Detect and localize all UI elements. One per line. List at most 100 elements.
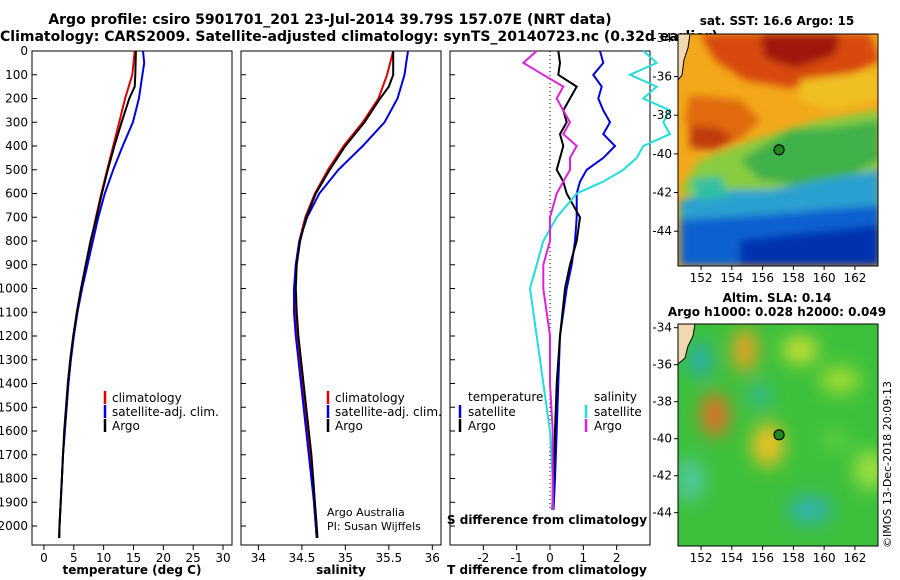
map-lon-label: 158	[782, 551, 805, 565]
credit-argo-australia: Argo Australia	[327, 506, 405, 519]
map-lon-label: 152	[690, 551, 713, 565]
y-tick-label: 1500	[0, 400, 28, 414]
x-tick-label: 25	[186, 551, 201, 565]
y-tick-label: 1600	[0, 424, 28, 438]
y-tick-label: 1200	[0, 329, 28, 343]
map-lat-label: -38	[652, 395, 672, 409]
sla-map-title-1: Altim. SLA: 0.14	[723, 291, 832, 305]
x-tick-label: 1	[580, 551, 588, 565]
legend-argo-label: Argo	[112, 419, 140, 433]
sst-map-title: sat. SST: 16.6 Argo: 15	[700, 14, 854, 28]
s-difference-xlabel: S difference from climatology	[447, 513, 647, 527]
legend-s-argo-label: Argo	[594, 419, 622, 433]
x-tick-label: 34.5	[289, 551, 316, 565]
x-tick-label: 20	[156, 551, 171, 565]
x-tick-label: 0	[40, 551, 48, 565]
y-tick-label: 1100	[0, 305, 28, 319]
series-line-climatology	[58, 50, 136, 538]
series-line-argo	[58, 50, 137, 538]
map-lat-label: -40	[652, 147, 672, 161]
sst-map: sat. SST: 16.6 Argo: 15	[652, 14, 879, 285]
series-line-satellite-adj-clim-	[58, 50, 146, 538]
map-lon-label: 156	[751, 271, 774, 285]
map-lat-label: -36	[652, 358, 672, 372]
x-tick-label: 35	[338, 551, 353, 565]
map-lat-label: -38	[652, 108, 672, 122]
series-line-t-satellite	[550, 50, 617, 538]
sla-field	[678, 324, 878, 546]
argo-float-marker-sst	[773, 144, 785, 156]
salinity-panel: 34 34.5 35 35.5 36 salinity climatology sate…	[240, 50, 442, 577]
sla-map-title-2: Argo h1000: 0.028 h2000: 0.049	[668, 305, 886, 319]
legend-argo-label: Argo	[335, 419, 363, 433]
series-line-satellite-adj-clim-	[293, 50, 409, 538]
x-tick-label: 15	[126, 551, 141, 565]
difference-axes-frame	[449, 50, 651, 546]
legend-t-satellite-label: satellite	[468, 405, 516, 419]
series-line-s-argo	[521, 50, 578, 538]
y-tick-label: 700	[5, 210, 28, 224]
x-tick-label: 0	[546, 551, 554, 565]
x-tick-label: 2	[613, 551, 621, 565]
x-tick-label: 30	[215, 551, 230, 565]
x-tick-label: 10	[96, 551, 111, 565]
y-tick-label: 400	[5, 139, 28, 153]
series-line-argo	[294, 51, 395, 538]
x-tick-label: -1	[511, 551, 523, 565]
y-tick-label: 200	[5, 92, 28, 106]
map-lon-label: 154	[720, 271, 743, 285]
sla-map: Altim. SLA: 0.14 Argo h1000: 0.028 h2000…	[652, 291, 886, 565]
y-tick-label: 900	[5, 258, 28, 272]
legend-t-argo-label: Argo	[468, 419, 496, 433]
map-lat-label: -34	[652, 31, 672, 45]
salinity-xlabel: salinity	[316, 563, 366, 577]
temperature-axes-frame	[31, 50, 233, 546]
difference-legend: temperature satellite Argo salinity sate…	[458, 390, 642, 433]
map-lon-label: 162	[843, 271, 866, 285]
legend-climatology-label: climatology	[112, 391, 182, 405]
s-axis-label-background	[455, 510, 645, 544]
y-tick-label: 300	[5, 115, 28, 129]
temperature-xlabel: temperature (deg C)	[63, 563, 202, 577]
temperature-legend: climatology satellite-adj. clim. Argo	[103, 391, 219, 433]
argo-float-marker-sla	[773, 429, 785, 441]
map-lat-label: -36	[652, 70, 672, 84]
map-lat-label: -34	[652, 321, 672, 335]
y-tick-label: 500	[5, 163, 28, 177]
map-lon-label: 156	[751, 551, 774, 565]
y-tick-label: 1300	[0, 353, 28, 367]
y-tick-label: 1800	[0, 472, 28, 486]
y-tick-label: 0	[20, 44, 28, 58]
map-lat-label: -42	[652, 469, 672, 483]
t-difference-xlabel: T difference from climatology	[447, 563, 647, 577]
map-lon-label: 158	[782, 271, 805, 285]
temperature-panel: 0100200300400500600700800900100011001200…	[0, 44, 455, 577]
x-tick-label: 5	[70, 551, 78, 565]
map-lon-label: 152	[690, 271, 713, 285]
sst-map-frame	[677, 33, 879, 267]
x-tick-label: -2	[477, 551, 489, 565]
y-tick-label: 1400	[0, 377, 28, 391]
y-tick-label: 100	[5, 68, 28, 82]
y-tick-label: 1900	[0, 495, 28, 509]
legend-climatology-label: climatology	[335, 391, 405, 405]
legend-satellite-label: satellite-adj. clim.	[335, 405, 442, 419]
map-lat-label: -44	[652, 224, 672, 238]
series-line-s-satellite	[528, 50, 672, 539]
salinity-legend: climatology satellite-adj. clim. Argo	[326, 391, 442, 433]
map-lat-label: -40	[652, 432, 672, 446]
y-tick-label: 600	[5, 187, 28, 201]
title-line-1: Argo profile: csiro 5901701_201 23-Jul-2…	[48, 12, 612, 28]
title-line-2: Climatology: CARS2009. Satellite-adjuste…	[0, 29, 718, 45]
sla-map-frame	[677, 323, 879, 547]
map-lon-label: 160	[813, 271, 836, 285]
credit-pi: PI: Susan Wijffels	[327, 520, 421, 533]
x-tick-label: 35.5	[375, 551, 402, 565]
y-tick-label: 800	[5, 234, 28, 248]
x-tick-label: 34	[251, 551, 266, 565]
salinity-axes-frame	[240, 50, 442, 546]
x-tick-label: 36	[425, 551, 440, 565]
y-tick-label: 2000	[0, 519, 28, 533]
